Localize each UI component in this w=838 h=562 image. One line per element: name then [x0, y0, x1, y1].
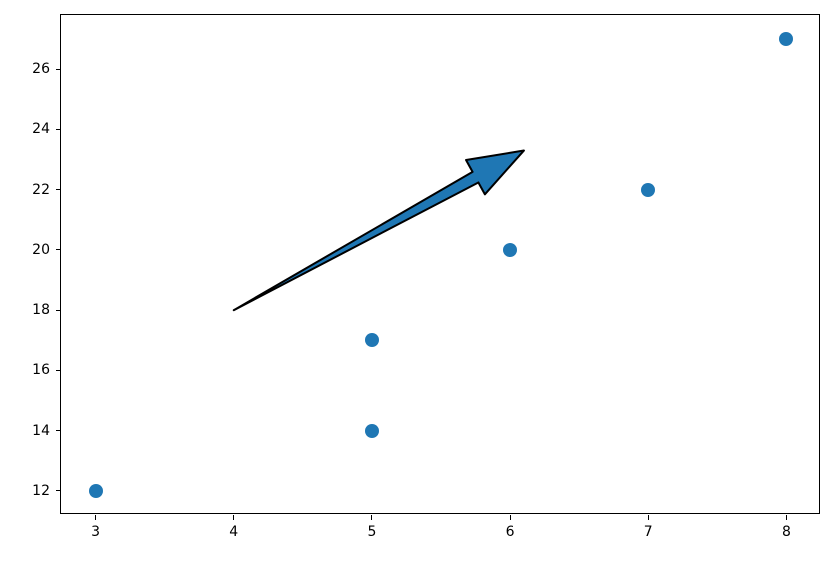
x-tick	[786, 515, 787, 520]
x-tick-label: 5	[367, 524, 376, 540]
scatter-point	[365, 424, 379, 438]
scatter-point	[503, 243, 517, 257]
x-tick-label: 6	[506, 524, 515, 540]
y-tick	[56, 310, 61, 311]
x-tick	[371, 515, 372, 520]
y-tick	[56, 69, 61, 70]
y-tick	[56, 370, 61, 371]
axes-frame: 3456781214161820222426	[60, 14, 820, 514]
y-tick	[56, 430, 61, 431]
scatter-point	[89, 484, 103, 498]
figure: 3 4 5 6 7 8 12 14 16 18 20 22 24 26	[0, 0, 838, 562]
y-tick-label: 16	[32, 362, 50, 378]
x-tick	[95, 515, 96, 520]
x-tick	[510, 515, 511, 520]
x-tick-label: 3	[91, 524, 100, 540]
x-tick	[648, 515, 649, 520]
y-tick-label: 22	[32, 182, 50, 198]
scatter-point	[779, 32, 793, 46]
x-tick-label: 7	[644, 524, 653, 540]
y-tick-label: 12	[32, 483, 50, 499]
y-tick	[56, 249, 61, 250]
y-tick-label: 20	[32, 242, 50, 258]
y-tick-label: 24	[32, 121, 50, 137]
y-tick	[56, 129, 61, 130]
y-tick	[56, 490, 61, 491]
annotation-arrow	[61, 15, 821, 515]
y-tick-label: 14	[32, 423, 50, 439]
scatter-point	[365, 333, 379, 347]
x-tick-label: 8	[782, 524, 791, 540]
y-tick-label: 18	[32, 302, 50, 318]
x-tick-label: 4	[229, 524, 238, 540]
x-tick	[233, 515, 234, 520]
scatter-point	[641, 183, 655, 197]
y-tick	[56, 189, 61, 190]
y-tick-label: 26	[32, 61, 50, 77]
arrow-polygon	[234, 151, 524, 311]
